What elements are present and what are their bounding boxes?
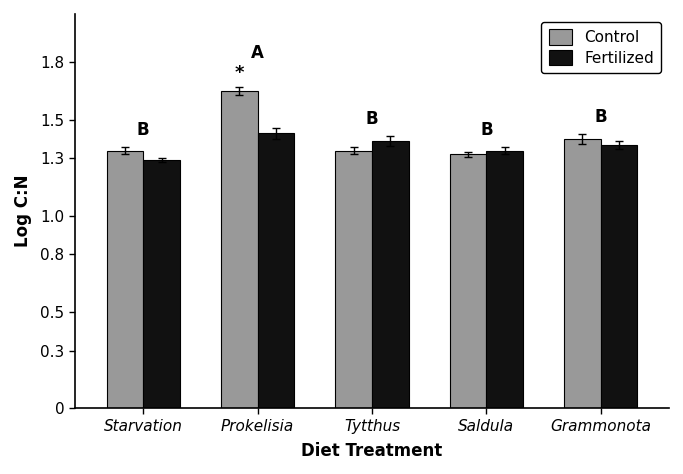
Bar [564, 139, 600, 409]
Text: B: B [480, 121, 492, 139]
Legend: Control, Fertilized: Control, Fertilized [542, 21, 661, 73]
Bar [600, 145, 637, 409]
Bar [257, 133, 294, 409]
Bar [372, 141, 408, 409]
Bar [221, 91, 257, 409]
Text: B: B [365, 110, 378, 128]
Text: A: A [251, 44, 264, 62]
X-axis label: Diet Treatment: Diet Treatment [301, 442, 443, 460]
Y-axis label: Log C:N: Log C:N [14, 175, 32, 247]
Bar [449, 155, 486, 409]
Bar [143, 160, 180, 409]
Text: B: B [594, 108, 607, 126]
Bar [335, 151, 372, 409]
Text: *: * [235, 64, 244, 82]
Bar [107, 151, 143, 409]
Text: B: B [137, 121, 150, 139]
Bar [486, 151, 523, 409]
